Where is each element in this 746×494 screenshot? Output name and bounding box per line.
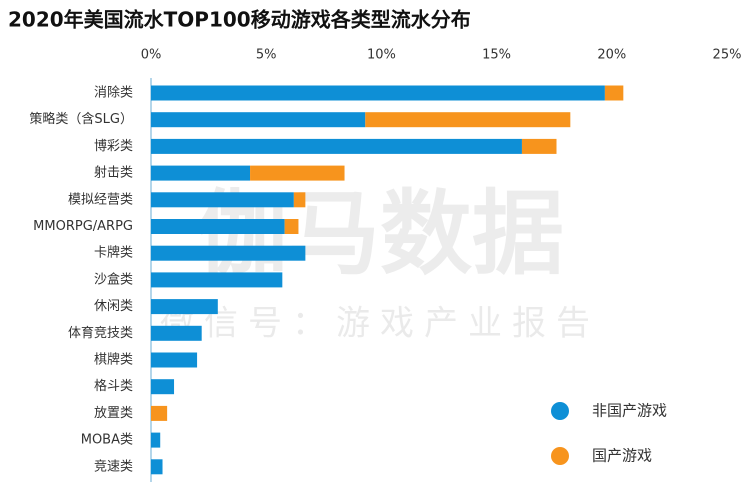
bar <box>151 219 285 234</box>
bar <box>151 459 163 475</box>
legend-swatch <box>551 447 569 465</box>
legend-swatch <box>551 402 569 420</box>
y-tick-label: 卡牌类 <box>94 245 133 261</box>
bar <box>151 112 366 128</box>
y-tick-label: 放置类 <box>94 406 133 421</box>
bar <box>151 245 306 261</box>
bar <box>151 325 202 341</box>
bar <box>521 138 557 154</box>
x-tick-label: 15% <box>482 48 511 63</box>
y-tick-label: 消除类 <box>94 86 133 101</box>
watermark: 微信号：游戏产业报告 <box>160 304 600 344</box>
bar <box>151 272 283 288</box>
bar <box>151 405 168 421</box>
bar <box>151 299 218 315</box>
x-tick-label: 0% <box>141 48 162 63</box>
legend-label: 非国产游戏 <box>592 402 667 420</box>
bar <box>151 85 605 101</box>
bar <box>284 219 299 234</box>
bar <box>151 165 251 181</box>
bar <box>151 138 522 154</box>
bar <box>151 352 198 368</box>
x-tick-label: 10% <box>367 48 396 63</box>
bar <box>151 432 161 448</box>
y-tick-label: 模拟经营类 <box>68 192 133 207</box>
y-tick-label: 沙盒类 <box>94 271 133 287</box>
y-tick-label: MMORPG/ARPG <box>33 219 133 234</box>
bar <box>365 112 571 128</box>
y-tick-label: 休闲类 <box>94 299 133 314</box>
bar <box>250 165 345 181</box>
y-tick-label: 棋牌类 <box>94 352 133 368</box>
bar <box>293 192 306 208</box>
y-tick-label: 策略类（含SLG） <box>29 111 133 127</box>
y-tick-label: MOBA类 <box>81 433 133 448</box>
x-tick-label: 25% <box>713 48 742 63</box>
y-tick-label: 竞速类 <box>94 458 133 474</box>
bar <box>151 379 175 395</box>
y-tick-label: 体育竞技类 <box>68 325 133 341</box>
y-tick-label: 射击类 <box>94 165 133 181</box>
y-tick-label: 博彩类 <box>94 139 133 154</box>
bar <box>151 192 294 208</box>
chart-title: 2020年美国流水TOP100移动游戏各类型流水分布 <box>8 8 471 32</box>
y-tick-label: 格斗类 <box>94 378 133 394</box>
bar <box>604 85 624 101</box>
x-tick-label: 5% <box>256 48 277 63</box>
x-tick-label: 20% <box>597 48 626 63</box>
legend-label: 国产游戏 <box>592 447 652 465</box>
